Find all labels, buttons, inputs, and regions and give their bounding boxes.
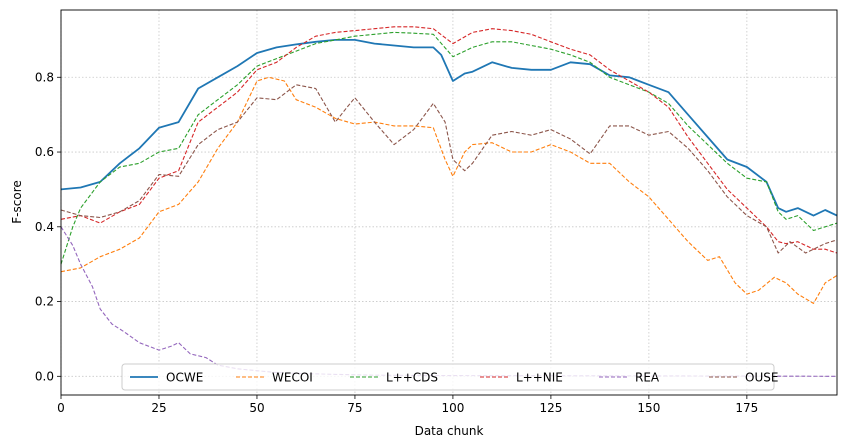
x-tick-label: 25: [151, 401, 166, 415]
grid: [60, 10, 837, 395]
legend: OCWE WECOI L++CDS L++NIE REA OUSE: [121, 363, 778, 391]
y-ticks: 0.0 0.2 0.4 0.6 0.8: [35, 70, 61, 383]
x-tick-label: 150: [637, 401, 660, 415]
y-tick-label: 0.6: [35, 145, 54, 159]
series-line-ouse: [60, 84, 838, 254]
legend-label: L++NIE: [516, 371, 563, 385]
y-tick-label: 0.0: [35, 369, 54, 383]
x-tick-label: 175: [735, 401, 758, 415]
legend-box: [121, 363, 775, 391]
x-tick-label: 0: [57, 401, 65, 415]
y-tick-label: 0.8: [35, 70, 54, 84]
x-tick-label: 75: [347, 401, 362, 415]
x-ticks: 0 25 50 75 100 125 150 175: [57, 395, 758, 415]
legend-label: OUSE: [745, 371, 778, 385]
series-line-ocwe: [60, 39, 838, 217]
legend-label: REA: [635, 371, 660, 385]
series-lines: [60, 26, 838, 377]
series-line-lppnie: [60, 26, 838, 254]
x-tick-label: 50: [249, 401, 264, 415]
x-tick-label: 125: [539, 401, 562, 415]
x-axis-label: Data chunk: [415, 424, 484, 438]
plot-frame: [60, 9, 838, 396]
series-line-wecoi: [60, 76, 838, 304]
x-tick-label: 100: [441, 401, 464, 415]
y-axis-label: F-score: [10, 180, 24, 223]
legend-label: L++CDS: [386, 371, 438, 385]
y-tick-label: 0.2: [35, 295, 54, 309]
y-tick-label: 0.4: [35, 220, 54, 234]
series-line-lppcds: [60, 31, 838, 265]
legend-label: OCWE: [166, 371, 203, 385]
legend-label: WECOI: [272, 371, 313, 385]
